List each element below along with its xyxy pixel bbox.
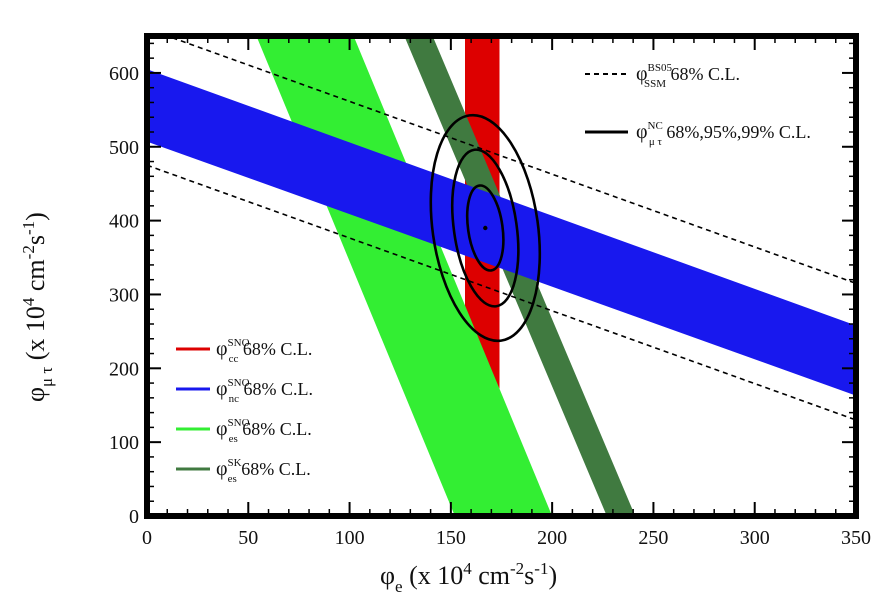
band-es-SK bbox=[404, 36, 636, 516]
legend-entry-bs05: φBS05 SSM 68% C.L. bbox=[636, 62, 740, 90]
y-axis-label-group: φμ τ (x 104 cm-2s-1) bbox=[19, 212, 56, 402]
y-axis-label: φμ τ (x 104 cm-2s-1) bbox=[19, 212, 56, 402]
y-tick-label: 200 bbox=[109, 358, 139, 380]
legend-entry-es-sno: φSNO es 68% C.L. bbox=[216, 417, 312, 445]
y-tick-label: 600 bbox=[109, 63, 139, 85]
legend-entry-nc-sno: φSNO nc 68% C.L. bbox=[216, 377, 313, 405]
y-tick-label: 0 bbox=[129, 506, 139, 528]
y-tick-label: 300 bbox=[109, 284, 139, 306]
legend-entry-cc-sno: φSNO cc 68% C.L. bbox=[216, 337, 312, 365]
x-tick-label: 100 bbox=[335, 527, 365, 549]
contour-68pct bbox=[465, 184, 505, 272]
legend-entry-nc: φNC μ τ 68%,95%,99% C.L. bbox=[636, 120, 811, 148]
y-tick-label: 400 bbox=[109, 211, 139, 233]
plot-frame bbox=[144, 33, 859, 519]
x-axis-label: φe (x 104 cm-2s-1) bbox=[380, 559, 557, 596]
contour-95pct bbox=[451, 148, 520, 308]
x-tick-label: 300 bbox=[740, 527, 770, 549]
x-tick-label: 0 bbox=[142, 527, 152, 549]
x-tick-label: 200 bbox=[537, 527, 567, 549]
axis-ticks: 0 50 100 150 200 250 300 350 0 100 200 300 400 500 600 bbox=[109, 36, 871, 549]
legend-entry-es-sk: φSK es 68% C.L. bbox=[216, 457, 311, 485]
x-tick-label: 350 bbox=[841, 527, 871, 549]
x-tick-label: 250 bbox=[638, 527, 668, 549]
legends: φSNO cc 68% C.L. φSNO nc 68% C.L. φSNO es 68%… bbox=[176, 62, 811, 485]
plot-area bbox=[147, 36, 856, 516]
y-tick-label: 100 bbox=[109, 432, 139, 454]
best-fit-point bbox=[483, 225, 488, 231]
y-tick-label: 500 bbox=[109, 137, 139, 159]
x-tick-label: 50 bbox=[238, 527, 258, 549]
band-nc bbox=[147, 69, 856, 396]
contour-99pct bbox=[429, 113, 542, 343]
axis-labels: φe (x 104 cm-2s-1) φμ τ (x 104 cm-2s-1) bbox=[19, 212, 557, 596]
x-tick-label: 150 bbox=[436, 527, 466, 549]
